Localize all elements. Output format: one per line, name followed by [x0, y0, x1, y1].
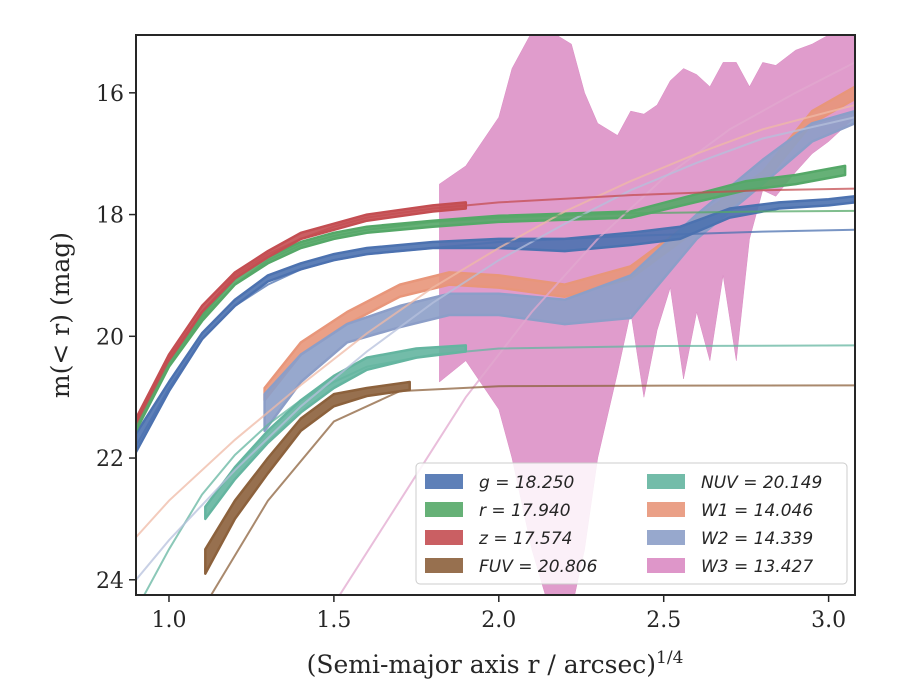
- series-layer: [136, 35, 855, 595]
- legend: g = 18.250 r = 17.940 z = 17.574 FUV = 20.8…: [415, 462, 848, 585]
- x-tick-label: 2.0: [481, 608, 516, 633]
- x-axis-label: (Semi-major axis r / arcsec)1/4: [307, 648, 684, 679]
- legend-swatch-w3: [647, 558, 685, 573]
- y-tick-label: 24: [96, 569, 124, 594]
- x-axis-label-superscript: 1/4: [656, 648, 683, 668]
- legend-swatch-nuv: [647, 474, 685, 489]
- legend-swatch-fuv: [425, 558, 463, 573]
- y-tick-label: 22: [96, 447, 124, 472]
- series-w2-model-line: [136, 116, 855, 581]
- series-r-model-line: [136, 209, 855, 429]
- legend-swatch-w2: [647, 530, 685, 545]
- legend-label-r: r = 17.940: [479, 501, 571, 521]
- plot-frame: [135, 34, 856, 596]
- series-w1-band: [263, 85, 855, 402]
- x-tick-label: 1.0: [151, 608, 186, 633]
- series-z-model-line: [136, 187, 855, 422]
- series-w1-model-line: [136, 104, 855, 538]
- y-tick-label: 18: [96, 204, 124, 229]
- legend-label-g: g = 18.250: [479, 473, 574, 493]
- series-fuv-model-line: [209, 384, 855, 595]
- legend-swatch-w1: [647, 502, 685, 517]
- legend-label-fuv: FUV = 20.806: [479, 557, 598, 577]
- series-w3-model-line: [338, 61, 855, 595]
- legend-label-z: z = 17.574: [478, 529, 572, 549]
- ticks-layer: 1.0 1.5 2.0 2.5 3.0 16 18 20 22 24: [96, 82, 846, 633]
- y-axis-label: m(< r) (mag): [46, 232, 75, 398]
- series-g-model-line: [136, 228, 855, 447]
- legend-swatch-g: [425, 474, 463, 489]
- y-tick-label: 20: [96, 325, 124, 350]
- series-nuv-model-line: [143, 344, 855, 595]
- legend-label-w3: W3 = 13.427: [701, 557, 813, 577]
- x-tick-label: 1.5: [316, 608, 351, 633]
- x-axis-label-text: (Semi-major axis r / arcsec): [307, 650, 656, 679]
- x-tick-label: 2.5: [646, 608, 681, 633]
- legend-label-w1: W1 = 14.046: [701, 501, 813, 521]
- y-tick-label: 16: [96, 82, 124, 107]
- legend-box: [415, 462, 848, 585]
- x-tick-label: 3.0: [811, 608, 846, 633]
- legend-label-nuv: NUV = 20.149: [701, 473, 822, 493]
- legend-swatch-r: [425, 502, 463, 517]
- legend-label-w2: W2 = 14.339: [701, 529, 813, 549]
- legend-swatch-z: [425, 530, 463, 545]
